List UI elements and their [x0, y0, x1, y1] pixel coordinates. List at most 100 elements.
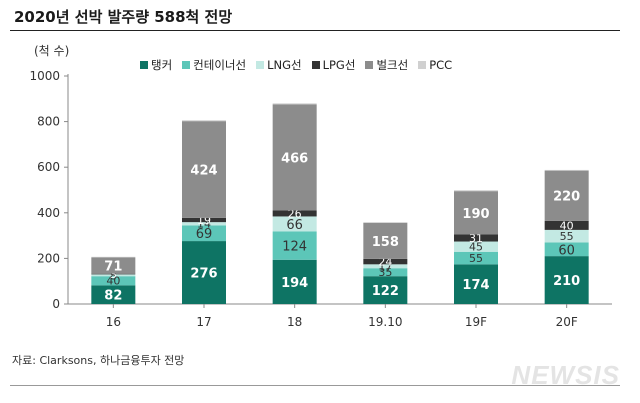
legend-swatch: [311, 61, 320, 69]
bar-segment: [91, 285, 136, 304]
bottom-divider: [10, 385, 620, 386]
legend-label: LPG선: [322, 58, 356, 72]
bar-segment: [454, 251, 498, 265]
bar-segment: [91, 273, 136, 275]
bar-segment: [363, 222, 408, 223]
bar-segment: [363, 276, 408, 304]
x-tick-label: 18: [287, 315, 302, 329]
data-label: 55: [560, 230, 574, 243]
data-label: 220: [553, 190, 580, 205]
data-label: 424: [190, 163, 217, 178]
title-divider: [10, 30, 620, 31]
bar-segment: [363, 222, 408, 259]
bar-segment: [454, 264, 498, 304]
legend-item-lpg: LPG선: [311, 57, 356, 73]
y-tick-label: 800: [37, 115, 60, 129]
bar-segment: [91, 276, 136, 286]
legend-swatch: [365, 61, 374, 69]
legend-swatch: [140, 61, 148, 69]
legend-item-lng: LNG선: [256, 57, 302, 73]
bar-segment: [182, 121, 226, 218]
legend-label: PCC: [429, 58, 453, 72]
bar-segment: [182, 222, 226, 226]
legend-label: 컨테이너선: [193, 58, 247, 72]
source-note: 자료: Clarksons, 하나금융투자 전망: [12, 354, 185, 367]
y-tick-label: 0: [52, 297, 60, 311]
chart-title: 2020년 선박 발주량 588척 전망: [14, 8, 233, 26]
data-label: 158: [372, 235, 399, 250]
data-label: 31: [469, 232, 483, 245]
bar-segment: [91, 274, 136, 277]
data-label: 45: [469, 241, 483, 254]
bar-segment: [363, 258, 408, 265]
bar-segment: [272, 216, 317, 232]
bar-segment: [272, 210, 317, 217]
data-label: 71: [104, 260, 122, 275]
data-label: 3: [110, 268, 117, 281]
legend-swatch: [418, 61, 427, 69]
bar-segment: [454, 191, 498, 235]
data-label: 82: [104, 289, 122, 304]
bar-segment: [272, 103, 317, 105]
bar-segment: [91, 256, 136, 258]
bar-segment: [544, 229, 589, 243]
data-label: 276: [190, 267, 217, 282]
data-label: 40: [106, 275, 120, 288]
bar-segment: [454, 241, 498, 252]
bar-segment: [363, 264, 408, 269]
legend-label: 탱커: [151, 58, 173, 72]
bar-segment: [544, 169, 589, 171]
data-label: 8: [110, 269, 117, 282]
legend-item-container: 컨테이너선: [182, 57, 246, 73]
legend-item-tanker: 탱커: [140, 57, 172, 73]
legend-swatch: [256, 61, 265, 69]
legend-swatch: [182, 61, 191, 69]
data-label: 26: [288, 207, 302, 220]
bar-segment: [454, 234, 498, 242]
data-label: 174: [462, 278, 489, 293]
y-tick-label: 200: [37, 251, 60, 265]
data-label: 69: [196, 227, 213, 242]
bar-segment: [182, 217, 226, 223]
legend: 탱커 컨테이너선 LNG선 LPG선 벌크선 PCC: [140, 57, 452, 73]
bar-segment: [91, 257, 136, 274]
bar-segment: [182, 120, 226, 122]
legend-item-bulk: 벌크선: [365, 57, 408, 73]
watermark-logo: NEWSIS: [511, 360, 620, 390]
legend-item-pcc: PCC: [418, 57, 452, 73]
data-label: 210: [553, 274, 580, 289]
bar-segment: [544, 170, 589, 221]
data-label: 194: [281, 276, 308, 291]
x-tick-label: 19F: [465, 315, 487, 329]
x-tick-label: 19.10: [368, 315, 402, 329]
data-label: 122: [372, 284, 399, 299]
y-axis-unit: (척 수): [34, 44, 70, 58]
x-tick-label: 17: [196, 315, 211, 329]
bar-segment: [363, 268, 408, 277]
x-tick-label: 16: [106, 315, 121, 329]
data-label: 466: [281, 151, 308, 166]
bar-segment: [544, 242, 589, 257]
data-label: 124: [282, 240, 307, 255]
y-tick-label: 400: [37, 206, 60, 220]
bar-segment: [182, 225, 226, 242]
bar-segment: [544, 256, 589, 304]
legend-label: LNG선: [267, 58, 302, 72]
data-label: 66: [286, 218, 303, 233]
bar-segment: [272, 259, 317, 304]
legend-label: 벌크선: [376, 58, 409, 72]
bar-segment: [454, 190, 498, 192]
bar-segment: [272, 231, 317, 260]
data-label: 40: [560, 219, 574, 232]
data-label: 60: [558, 243, 575, 258]
bar-segment: [272, 104, 317, 211]
bar-segment: [182, 241, 226, 304]
data-label: 55: [469, 252, 483, 265]
data-label: 190: [462, 207, 489, 222]
bar-segment: [544, 220, 589, 230]
x-tick-label: 20F: [556, 315, 578, 329]
data-label: 35: [378, 266, 392, 279]
y-tick-label: 1000: [29, 69, 60, 83]
y-tick-label: 600: [37, 160, 60, 174]
